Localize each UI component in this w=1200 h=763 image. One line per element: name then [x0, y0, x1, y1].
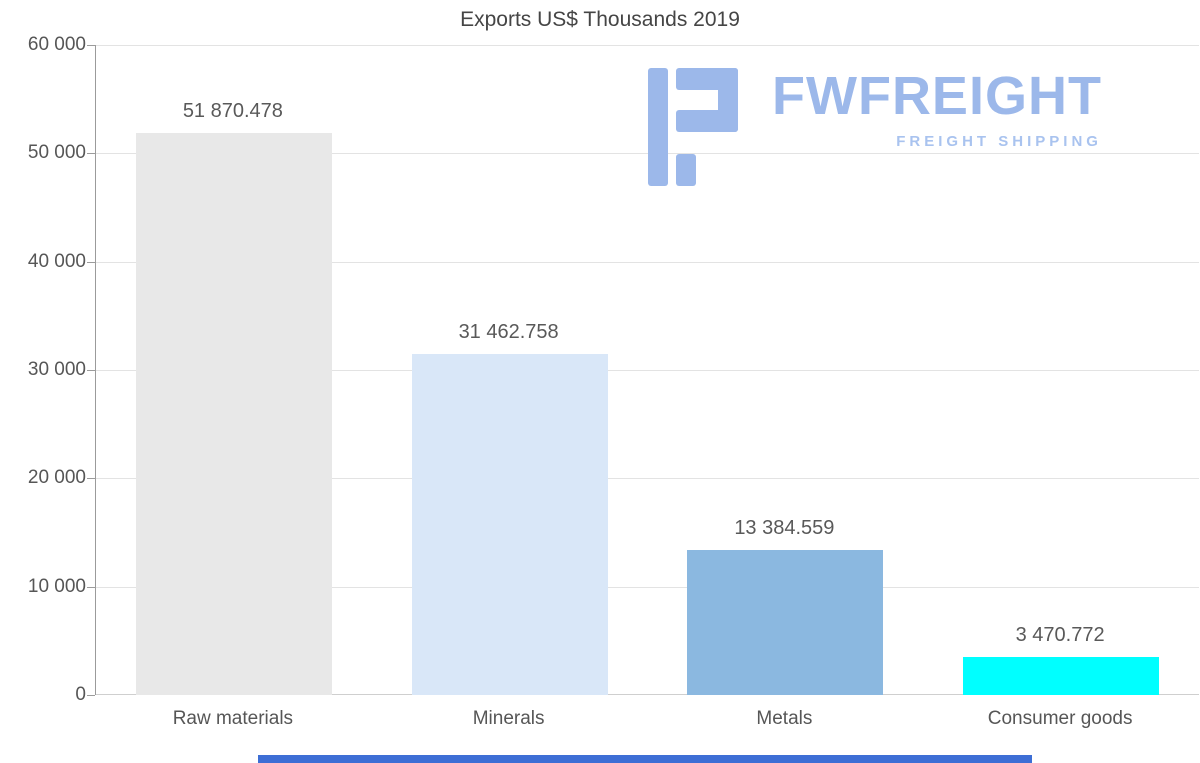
- y-axis-tick: [87, 695, 95, 696]
- chart-title: Exports US$ Thousands 2019: [460, 8, 740, 31]
- y-axis-label: 50 000: [27, 142, 86, 164]
- x-axis-line: [96, 694, 1199, 695]
- y-axis-label: 10 000: [27, 575, 86, 597]
- bar-value-label: 51 870.478: [182, 100, 283, 123]
- gridline: [96, 370, 1199, 371]
- y-axis-tick: [87, 478, 95, 480]
- y-axis-tick: [87, 586, 95, 588]
- bar-value-label: 3 470.772: [1015, 624, 1105, 647]
- x-axis-label: Consumer goods: [987, 708, 1133, 729]
- y-axis-tick: [87, 370, 95, 371]
- gridline: [96, 261, 1199, 263]
- bar: [963, 657, 1160, 695]
- x-axis-label: Raw materials: [172, 708, 294, 729]
- plot-area: [87, 45, 1199, 696]
- y-axis-tick: [87, 261, 95, 263]
- fw-logo: FWFREIGHT FREIGHT SHIPPING: [648, 68, 1102, 186]
- x-axis-label: Metals: [756, 708, 813, 729]
- y-axis-label: 60 000: [27, 34, 86, 55]
- fw-logo-icon: [648, 68, 738, 186]
- y-axis-tick: [87, 45, 95, 46]
- y-axis-label: 40 000: [27, 250, 86, 272]
- x-axis-label: Minerals: [472, 708, 545, 729]
- y-axis-label: 30 000: [27, 359, 86, 380]
- bar-value-label: 31 462.758: [458, 321, 559, 344]
- bar-value-label: 13 384.559: [734, 517, 835, 539]
- gridline: [96, 586, 1199, 588]
- gridline: [96, 45, 1199, 46]
- bar: [411, 354, 608, 695]
- footer-strip: [258, 755, 1032, 763]
- fw-logo-text: FWFREIGHT FREIGHT SHIPPING: [772, 68, 1102, 150]
- fw-logo-tagline: FREIGHT SHIPPING: [896, 132, 1102, 150]
- y-axis-label: 0: [75, 684, 86, 705]
- bar: [135, 133, 332, 695]
- gridline: [96, 153, 1199, 155]
- bar: [687, 550, 884, 695]
- fw-logo-name: FWFREIGHT: [772, 66, 1102, 126]
- gridline: [96, 478, 1199, 480]
- y-axis-tick: [87, 153, 95, 155]
- y-axis-label: 20 000: [27, 467, 86, 489]
